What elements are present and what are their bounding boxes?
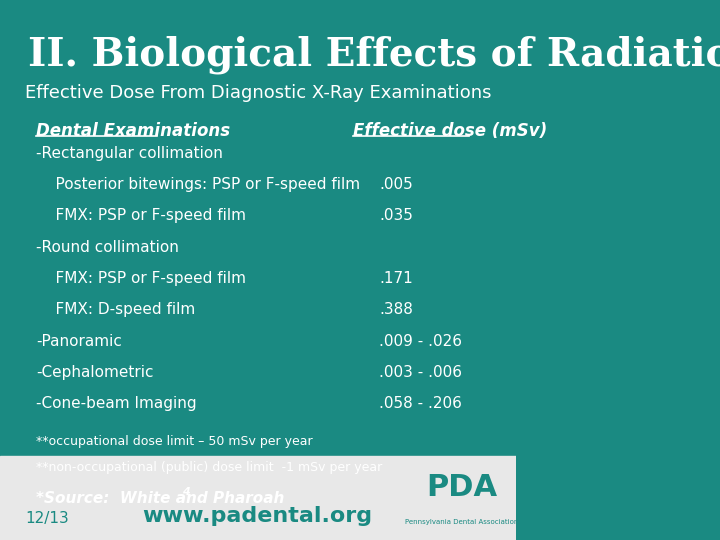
Text: FMX: PSP or F-speed film: FMX: PSP or F-speed film (36, 271, 246, 286)
Text: -Rectangular collimation: -Rectangular collimation (36, 146, 223, 161)
Text: .005: .005 (379, 177, 413, 192)
Text: .171: .171 (379, 271, 413, 286)
Text: PDA: PDA (426, 473, 497, 502)
Text: Posterior bitewings: PSP or F-speed film: Posterior bitewings: PSP or F-speed film (36, 177, 360, 192)
Text: www.padental.org: www.padental.org (143, 507, 373, 526)
Text: -Cephalometric: -Cephalometric (36, 365, 153, 380)
Text: Dental Examinations: Dental Examinations (36, 122, 230, 139)
Text: Pennsylvania Dental Association: Pennsylvania Dental Association (405, 519, 518, 525)
Text: -Cone-beam Imaging: -Cone-beam Imaging (36, 396, 197, 411)
Text: .003 - .006: .003 - .006 (379, 365, 462, 380)
Text: **occupational dose limit – 50 mSv per year: **occupational dose limit – 50 mSv per y… (36, 435, 312, 448)
Text: FMX: D-speed film: FMX: D-speed film (36, 302, 195, 318)
Text: -Round collimation: -Round collimation (36, 240, 179, 255)
Text: .035: .035 (379, 208, 413, 224)
Text: .058 - .206: .058 - .206 (379, 396, 462, 411)
Text: II. Biological Effects of Radiation: II. Biological Effects of Radiation (28, 35, 720, 73)
Text: 4: 4 (182, 487, 190, 497)
Bar (0, 0, 516, 456)
Text: Effective Dose From Diagnostic X-Ray Examinations: Effective Dose From Diagnostic X-Ray Exa… (24, 84, 491, 102)
Text: *Source:  White and Pharoah: *Source: White and Pharoah (36, 491, 284, 507)
Text: .009 - .026: .009 - .026 (379, 334, 462, 349)
Text: -Panoramic: -Panoramic (36, 334, 122, 349)
Text: **non-occupational (public) dose limit  -1 mSv per year: **non-occupational (public) dose limit -… (36, 461, 382, 474)
Bar (0, 456, 516, 540)
Text: .388: .388 (379, 302, 413, 318)
Text: Effective dose (mSv): Effective dose (mSv) (353, 122, 547, 139)
Text: 12/13: 12/13 (26, 511, 70, 526)
Text: FMX: PSP or F-speed film: FMX: PSP or F-speed film (36, 208, 246, 224)
